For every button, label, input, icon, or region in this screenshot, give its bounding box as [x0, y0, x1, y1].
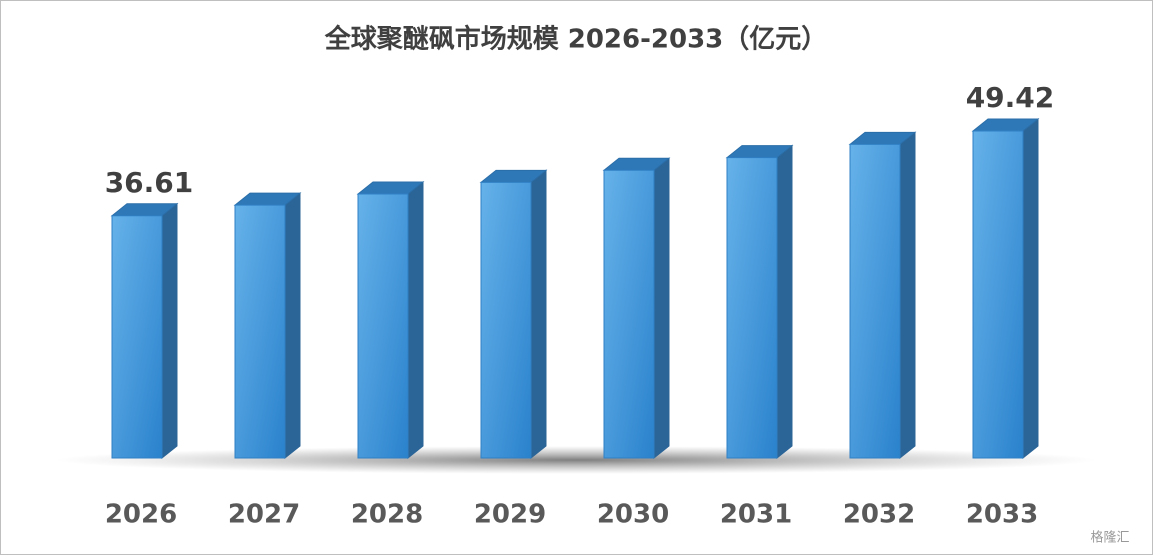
bar-side: [530, 169, 547, 460]
bar: [233, 192, 302, 460]
bar: [971, 117, 1040, 460]
bar-front: [972, 130, 1024, 459]
chart-title: 全球聚醚砜市场规模 2026-2033（亿元）: [324, 24, 828, 55]
x-tick-label: 2032: [843, 500, 915, 530]
bar-side: [161, 202, 178, 460]
x-tick-label: 2029: [474, 500, 546, 530]
bar-front: [603, 169, 655, 459]
x-tick-label: 2031: [720, 500, 792, 530]
bar-side: [653, 157, 670, 460]
x-tick-label: 2027: [228, 500, 300, 530]
x-tick-label: 2030: [597, 500, 669, 530]
x-tick-label: 2033: [966, 500, 1038, 530]
bar-front: [234, 204, 286, 459]
bar: [110, 202, 179, 460]
bar-front: [357, 193, 409, 459]
bar-front: [480, 181, 532, 459]
bar-front: [726, 157, 778, 459]
floor-shadow: [56, 446, 1096, 474]
x-tick-label: 2026: [105, 500, 177, 530]
bar-side: [407, 180, 424, 460]
bar: [848, 131, 917, 460]
bar: [602, 157, 671, 460]
bar: [725, 144, 794, 460]
bar-front: [849, 143, 901, 459]
data-label: 36.61: [105, 166, 194, 199]
bar: [479, 169, 548, 460]
watermark: 格隆汇: [1090, 530, 1129, 546]
bar-side: [776, 144, 793, 460]
bar-side: [899, 131, 916, 460]
bar-side: [284, 192, 301, 460]
bar-front: [111, 215, 163, 459]
bar: [356, 180, 425, 460]
x-tick-label: 2028: [351, 500, 423, 530]
bar-side: [1022, 117, 1039, 460]
data-label: 49.42: [966, 81, 1055, 114]
